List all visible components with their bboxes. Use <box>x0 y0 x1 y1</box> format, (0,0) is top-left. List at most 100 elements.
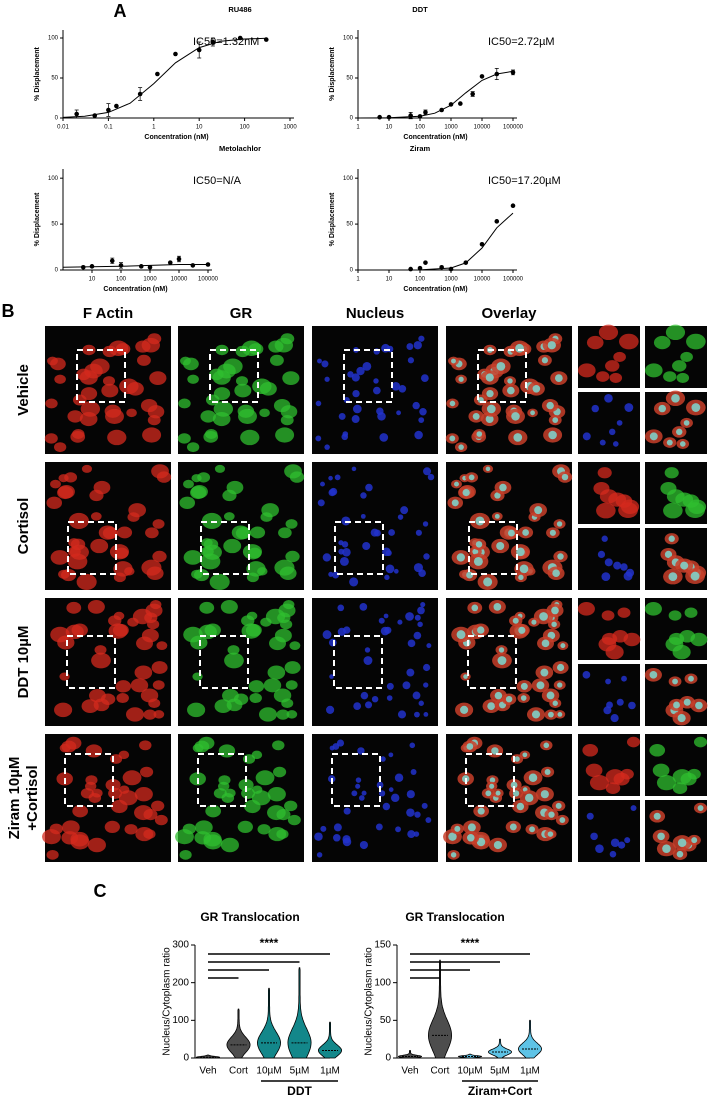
nucleus <box>333 834 341 842</box>
nucleus <box>560 643 566 649</box>
data-point <box>155 71 160 77</box>
y-axis-label: % Displacement <box>34 46 41 100</box>
nucleus <box>373 378 379 384</box>
cell <box>190 486 207 500</box>
data-point <box>479 74 485 79</box>
x-tick-label: 1 <box>356 125 360 131</box>
data-point <box>417 265 423 271</box>
nucleus <box>551 621 557 628</box>
nucleus <box>624 403 634 412</box>
cell <box>649 744 666 757</box>
cell <box>224 652 244 669</box>
cell <box>126 408 137 418</box>
cell <box>233 693 249 705</box>
data-point <box>439 107 444 113</box>
chart-title: RU486 <box>228 5 251 14</box>
nucleus <box>385 564 395 574</box>
nucleus <box>351 373 360 382</box>
cell <box>154 814 168 826</box>
chart-title: GR Translocation <box>405 910 504 924</box>
cell <box>596 371 610 382</box>
data-point <box>92 113 98 118</box>
nucleus <box>653 812 661 820</box>
zoom-box <box>465 753 515 807</box>
nucleus <box>328 638 337 647</box>
cell <box>50 550 70 565</box>
nucleus <box>688 675 694 682</box>
cell <box>617 607 631 618</box>
nucleus <box>418 569 426 578</box>
nucleus <box>621 675 627 682</box>
nucleus <box>450 852 457 858</box>
cell <box>152 550 167 563</box>
cell <box>260 617 272 627</box>
cell <box>113 561 133 577</box>
nucleus <box>690 571 700 581</box>
nucleus <box>662 844 671 853</box>
nucleus <box>549 529 556 536</box>
cell <box>204 623 221 637</box>
row-header: +Cortisol <box>24 765 41 830</box>
nucleus <box>540 668 549 677</box>
cell <box>105 408 124 424</box>
violin <box>318 1021 342 1059</box>
cell <box>589 775 610 791</box>
nucleus <box>679 441 686 447</box>
nucleus <box>361 790 367 796</box>
nucleus <box>540 790 549 799</box>
nucleus <box>390 793 400 803</box>
cell <box>80 401 101 417</box>
cell <box>140 766 154 778</box>
annotation: IC50=N/A <box>193 175 242 187</box>
nucleus <box>377 412 386 421</box>
cell <box>680 351 693 362</box>
cell <box>142 427 162 443</box>
x-tick-label: Veh <box>401 1066 418 1077</box>
nucleus <box>355 783 361 789</box>
cell <box>285 519 298 529</box>
cell <box>613 351 626 362</box>
violin <box>427 959 453 1059</box>
cell <box>684 607 698 618</box>
fit-curve <box>62 37 267 118</box>
nucleus <box>395 826 401 833</box>
cell <box>182 823 196 835</box>
cell <box>143 709 157 720</box>
x-tick-label: 10 <box>386 277 393 283</box>
nucleus <box>418 335 425 342</box>
nucleus <box>616 420 623 426</box>
zoom-box <box>199 635 249 689</box>
cell <box>85 781 97 791</box>
nucleus <box>386 695 393 701</box>
nucleus <box>342 431 349 437</box>
nucleus <box>384 574 390 581</box>
cell <box>205 429 218 439</box>
cell <box>197 472 211 483</box>
data-point <box>423 260 428 265</box>
cell <box>87 600 105 614</box>
nucleus <box>534 506 543 515</box>
nucleus <box>417 621 423 628</box>
nucleus <box>496 541 505 551</box>
nucleus <box>467 823 476 832</box>
cell <box>644 363 663 378</box>
nucleus <box>559 817 566 823</box>
nucleus <box>691 837 698 844</box>
nucleus <box>493 840 502 850</box>
cell <box>224 788 236 798</box>
data-point <box>494 219 500 224</box>
zoom-box <box>66 635 116 689</box>
x-tick-label: 5µM <box>290 1066 310 1077</box>
nucleus <box>356 366 365 376</box>
data-point <box>448 266 454 272</box>
x-tick-label: 0.1 <box>104 125 113 131</box>
nucleus <box>601 572 611 582</box>
cell <box>272 740 285 751</box>
nucleus <box>595 844 604 853</box>
cell <box>626 736 641 748</box>
cell <box>280 414 294 426</box>
nucleus <box>362 541 371 551</box>
nucleus <box>683 698 691 706</box>
data-point <box>510 70 516 75</box>
x-tick-label: Cort <box>431 1066 450 1077</box>
